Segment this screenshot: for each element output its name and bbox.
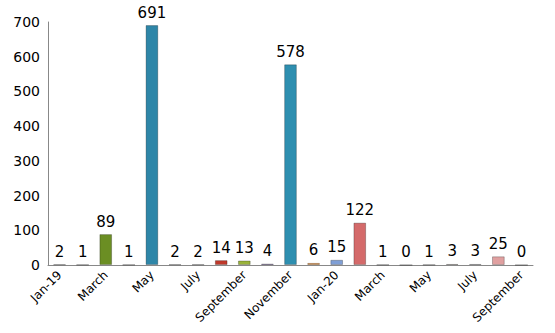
svg-text:14: 14 bbox=[212, 239, 231, 257]
svg-text:700: 700 bbox=[13, 14, 40, 30]
svg-text:3: 3 bbox=[447, 242, 457, 260]
svg-text:0: 0 bbox=[517, 243, 527, 261]
svg-text:600: 600 bbox=[13, 49, 40, 65]
svg-text:November: November bbox=[241, 268, 295, 322]
svg-text:1: 1 bbox=[124, 243, 134, 261]
svg-text:500: 500 bbox=[13, 83, 40, 99]
svg-text:March: March bbox=[75, 268, 111, 304]
svg-text:300: 300 bbox=[13, 153, 40, 169]
svg-text:2: 2 bbox=[193, 243, 203, 261]
svg-text:September: September bbox=[193, 268, 250, 325]
svg-text:25: 25 bbox=[489, 235, 508, 253]
svg-text:July: July bbox=[177, 268, 203, 294]
svg-text:July: July bbox=[454, 268, 480, 294]
svg-text:March: March bbox=[352, 268, 388, 304]
svg-text:May: May bbox=[129, 268, 156, 295]
svg-text:1: 1 bbox=[378, 243, 388, 261]
svg-text:400: 400 bbox=[13, 118, 40, 134]
svg-text:2: 2 bbox=[170, 243, 180, 261]
svg-text:Jan-19: Jan-19 bbox=[27, 268, 65, 306]
svg-text:4: 4 bbox=[263, 242, 273, 260]
svg-text:15: 15 bbox=[327, 238, 346, 256]
svg-text:0: 0 bbox=[401, 243, 411, 261]
svg-text:September: September bbox=[470, 268, 527, 325]
svg-text:13: 13 bbox=[235, 239, 254, 257]
svg-text:3: 3 bbox=[470, 242, 480, 260]
svg-text:89: 89 bbox=[96, 213, 115, 231]
svg-text:1: 1 bbox=[78, 243, 88, 261]
svg-text:6: 6 bbox=[309, 241, 319, 259]
svg-text:100: 100 bbox=[13, 222, 40, 238]
svg-text:200: 200 bbox=[13, 188, 40, 204]
svg-text:122: 122 bbox=[345, 201, 374, 219]
svg-text:May: May bbox=[407, 268, 434, 295]
svg-text:Jan-20: Jan-20 bbox=[304, 268, 342, 306]
svg-text:578: 578 bbox=[276, 43, 305, 61]
svg-text:2: 2 bbox=[55, 243, 65, 261]
svg-text:0: 0 bbox=[31, 257, 40, 273]
svg-text:691: 691 bbox=[138, 4, 167, 22]
svg-text:1: 1 bbox=[424, 243, 434, 261]
